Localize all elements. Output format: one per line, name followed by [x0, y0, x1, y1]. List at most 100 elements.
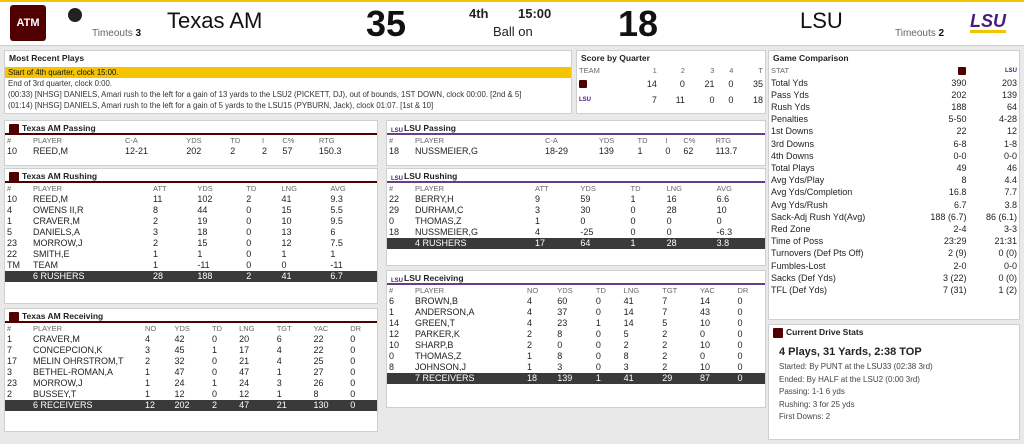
player-name[interactable]: GREEN,T	[415, 318, 456, 328]
player-name[interactable]: NUSSMEIER,G	[415, 227, 479, 237]
stat-cell: 60	[557, 296, 568, 306]
stat-cell: 0	[630, 227, 636, 237]
stat-cell: 3	[557, 362, 563, 372]
table-row: 18 NUSSMEIER,G 18-29 139 1 0 62 113.7	[389, 146, 738, 156]
stat-cell: 1	[212, 378, 218, 388]
tam-value: 7 (31)	[942, 284, 967, 295]
player-name[interactable]: CRAVER,M	[33, 216, 80, 226]
stat-cell: 9.3	[330, 194, 343, 204]
comparison-row: Avg Yds/Play 8 4.4	[769, 174, 1019, 186]
table-row: 22 SMITH,E 1 1 0 1 1	[5, 249, 377, 260]
stat-cell: 1	[595, 318, 601, 328]
col-header: PLAYER	[33, 184, 63, 193]
play-item[interactable]: End of 3rd quarter, clock 0:00.	[8, 79, 113, 88]
play-item[interactable]: (01:14) [NHSG] DANIELS, Amari rush to th…	[8, 101, 434, 110]
stat-label: 3rd Downs	[771, 138, 815, 149]
stat-cell: 0	[350, 356, 356, 366]
table-row: 23 MORROW,J 2 15 0 12 7.5	[5, 238, 377, 249]
stat-cell: 43	[699, 307, 710, 317]
lsu-logo-icon: LSU	[391, 277, 403, 284]
stat-cell: 10	[699, 362, 710, 372]
stat-cell: 1	[212, 345, 218, 355]
stat-cell: 4	[276, 345, 282, 355]
player-name[interactable]: DANIELS,A	[33, 227, 81, 237]
tam-value: 390	[951, 77, 967, 88]
tam-value: 188	[951, 101, 967, 112]
stat-cell: 5	[623, 329, 629, 339]
player-name[interactable]: BERRY,H	[415, 194, 454, 204]
total-cell	[387, 238, 413, 249]
stat-cell: 0	[350, 345, 356, 355]
player-name[interactable]: DURHAM,C	[415, 205, 464, 215]
stat-cell: 9.5	[330, 216, 343, 226]
comparison-table: STAT LSU Total Yds 390 203 Pass Yds 202 139 Ru…	[769, 65, 1019, 296]
recent-plays-list: Start of 4th quarter, clock 15:00. End o…	[5, 67, 571, 111]
player-name[interactable]: SMITH,E	[33, 249, 70, 259]
stat-cell: 8	[313, 389, 319, 399]
total-cell: 3.8	[714, 238, 765, 249]
stat-cell: 3	[276, 378, 282, 388]
stat-cell: 0	[595, 351, 601, 361]
stat-cell: 26	[313, 378, 324, 388]
stat-cell: 0	[716, 216, 722, 226]
lsu-value: 0-0	[1003, 150, 1017, 161]
player-name[interactable]: THOMAS,Z	[415, 216, 462, 226]
table-row: 2 BUSSEY,T 1 12 0 12 1 8 0	[5, 389, 377, 400]
current-drive-panel: Current Drive Stats 4 Plays, 31 Yards, 2…	[768, 324, 1020, 440]
stat-cell: 24	[239, 378, 250, 388]
game-comparison-title: Game Comparison	[773, 53, 849, 63]
player-name[interactable]: THOMAS,Z	[415, 351, 462, 361]
comparison-row: Rush Yds 188 64	[769, 101, 1019, 113]
stat-cell: 14	[699, 296, 710, 306]
total-cell: 28	[151, 271, 196, 282]
player-name[interactable]: BROWN,B	[415, 296, 459, 306]
player-name[interactable]: MORROW,J	[33, 238, 83, 248]
stat-cell: 10	[716, 205, 727, 215]
comparison-row: Turnovers (Def Pts Off) 2 (9) 0 (0)	[769, 247, 1019, 259]
player-name[interactable]: BUSSEY,T	[33, 389, 77, 399]
player-name[interactable]: TEAM	[33, 260, 59, 270]
col-header: 1	[652, 66, 657, 75]
stat-cell: 1	[281, 249, 287, 259]
stat-cell: 15	[281, 205, 292, 215]
stat-cell: 0	[666, 216, 672, 226]
col-header: 2	[680, 66, 685, 75]
play-item[interactable]: (00:33) [NHSG] DANIELS, Amari rush to th…	[8, 90, 522, 99]
tam-logo-icon	[9, 171, 19, 182]
player-name[interactable]: OWENS II,R	[33, 205, 84, 215]
stat-cell: 1	[276, 389, 282, 399]
drive-summary: 4 Plays, 31 Yards, 2:38 TOP	[779, 346, 922, 358]
play-item[interactable]: Start of 4th quarter, clock 15:00.	[5, 67, 571, 78]
tam-passing-table: # PLAYER C-A YDS TD I C% RTG 10 REED,M 1…	[5, 135, 377, 157]
player-name[interactable]: JOHNSON,J	[415, 362, 467, 372]
total-cell: 6.7	[328, 271, 377, 282]
tam-logo-icon	[9, 311, 19, 322]
player-name[interactable]: REED,M	[33, 194, 69, 204]
player-name[interactable]: ANDERSON,A	[415, 307, 475, 317]
player-name[interactable]: CONCEPCION,K	[33, 345, 103, 355]
stat-cell: 14	[623, 318, 634, 328]
player-name[interactable]: BETHEL-ROMAN,A	[33, 367, 114, 377]
drive-line: Rushing: 3 for 25 yds	[779, 399, 855, 409]
stat-cell: 19	[197, 216, 208, 226]
stat-cell: -11	[330, 260, 343, 270]
player-name[interactable]: MORROW,J	[33, 378, 83, 388]
lsu-receiving-panel: LSULSU Receiving # PLAYER NO YDS TD LNG TGT YAC…	[386, 270, 766, 408]
player-name[interactable]: PARKER,K	[415, 329, 460, 339]
player-name[interactable]: CRAVER,M	[33, 334, 80, 344]
home-team-name: Texas AM	[167, 8, 263, 33]
tam-value: 16.8	[948, 187, 967, 198]
player-name[interactable]: SHARP,B	[415, 340, 454, 350]
total-cell: 18	[525, 373, 556, 384]
total-row: 6 RECEIVERS 12 202 2 47 21 130 0	[5, 400, 377, 411]
lsu-rushing-panel: LSULSU Rushing # PLAYER ATT YDS TD LNG AVG 22 BE…	[386, 168, 766, 266]
stat-cell: 0	[595, 340, 601, 350]
stat-label: 1st Downs	[771, 126, 814, 137]
table-row: 3 BETHEL-ROMAN,A 1 47 0 47 1 27 0	[5, 367, 377, 378]
tam-value: 2-0	[953, 260, 967, 271]
comparison-row: Avg Yds/Completion 16.8 7.7	[769, 186, 1019, 198]
player-name[interactable]: MELIN OHRSTROM,T	[33, 356, 124, 366]
stat-cell: 8	[153, 205, 159, 215]
tam-value: 8	[961, 175, 967, 186]
col-header: LNG	[239, 324, 255, 333]
